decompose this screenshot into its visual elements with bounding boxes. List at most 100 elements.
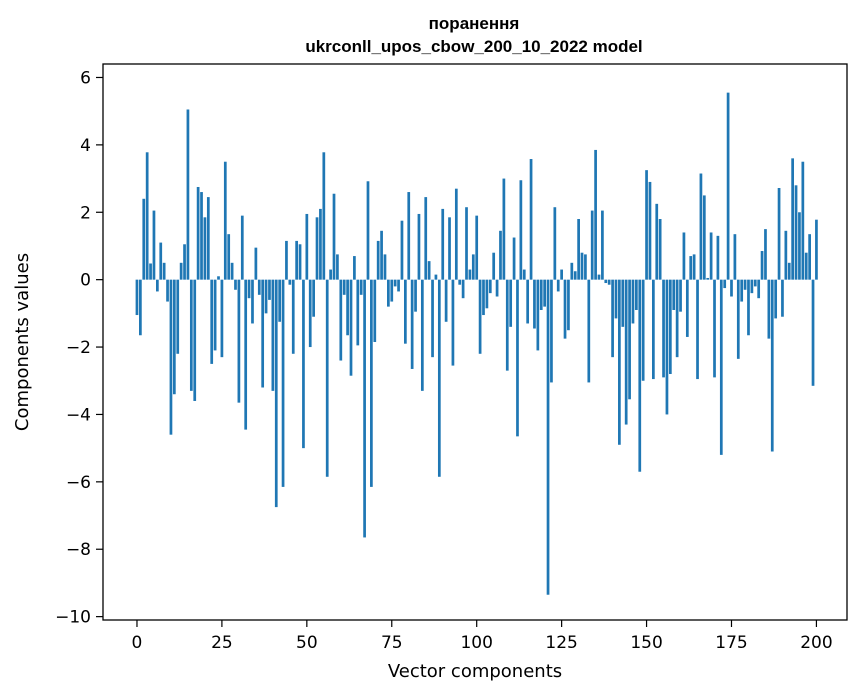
bar-20 [203, 217, 207, 280]
bar-181 [750, 279, 754, 294]
bar-121 [546, 279, 550, 595]
bar-70 [373, 279, 377, 342]
bar-72 [380, 230, 383, 280]
bar-22 [210, 279, 214, 364]
chart-subtitle: ukrconll_upos_cbow_200_10_2022 model [305, 37, 642, 56]
bar-82 [414, 279, 417, 312]
bar-143 [621, 279, 625, 327]
bar-141 [614, 279, 618, 319]
bar-192 [787, 262, 791, 280]
bar-166 [699, 173, 703, 280]
bar-87 [431, 279, 434, 358]
bar-179 [743, 279, 747, 290]
bar-9 [166, 279, 169, 302]
bar-106 [495, 279, 499, 297]
bar-114 [522, 269, 526, 280]
bar-112 [516, 279, 519, 437]
y-tick-label-8: 6 [80, 68, 91, 88]
bar-71 [376, 240, 380, 280]
bar-97 [465, 207, 468, 280]
bar-49 [302, 279, 305, 449]
bar-198 [808, 234, 811, 280]
y-tick-label-4: −2 [66, 338, 91, 358]
bar-185 [764, 229, 767, 280]
bar-33 [247, 279, 251, 299]
bar-100 [475, 215, 479, 280]
bar-91 [444, 279, 448, 322]
bar-32 [244, 279, 248, 430]
y-tick-label-3: −4 [66, 405, 91, 425]
bar-86 [427, 261, 431, 280]
bar-54 [319, 208, 322, 280]
bar-11 [172, 279, 176, 395]
bar-188 [774, 279, 778, 319]
bar-51 [308, 279, 312, 348]
y-tick-label-5: 0 [80, 271, 91, 291]
bar-108 [502, 178, 506, 280]
bar-12 [176, 279, 180, 354]
bar-191 [784, 230, 788, 280]
bar-69 [370, 279, 373, 487]
bar-113 [519, 180, 523, 280]
bar-29 [234, 279, 237, 290]
bar-131 [580, 252, 584, 280]
bar-83 [417, 213, 421, 280]
bar-190 [781, 279, 784, 317]
bar-68 [366, 181, 370, 280]
bar-155 [662, 279, 665, 378]
bar-21 [206, 197, 210, 280]
bar-1 [139, 279, 142, 336]
bar-160 [679, 279, 682, 312]
bar-180 [747, 279, 750, 336]
bar-89 [437, 279, 441, 477]
bar-109 [505, 279, 509, 371]
bar-124 [556, 279, 560, 292]
bar-168 [706, 277, 710, 280]
bar-53 [315, 217, 319, 280]
bar-174 [726, 92, 730, 280]
bar-183 [757, 279, 761, 299]
bar-169 [709, 232, 713, 280]
bar-176 [733, 234, 737, 280]
bar-80 [407, 192, 411, 280]
bar-59 [336, 254, 339, 280]
bar-178 [740, 279, 744, 302]
bar-67 [363, 279, 366, 538]
bar-13 [179, 262, 183, 280]
bar-172 [719, 279, 723, 455]
bar-55 [322, 152, 326, 280]
bar-153 [655, 203, 659, 280]
bar-194 [794, 185, 798, 280]
bar-2 [142, 198, 146, 280]
bar-98 [468, 269, 472, 280]
bar-77 [397, 279, 400, 292]
bar-0 [135, 279, 139, 316]
bar-148 [638, 279, 642, 472]
bar-84 [420, 279, 424, 391]
bar-57 [329, 269, 332, 280]
bar-76 [393, 279, 397, 287]
bar-126 [563, 279, 567, 339]
bar-25 [220, 279, 224, 358]
bar-65 [356, 279, 360, 346]
bar-96 [461, 279, 465, 299]
bar-7 [159, 242, 163, 280]
bar-189 [777, 188, 781, 280]
bar-200 [815, 219, 818, 280]
bar-161 [682, 232, 686, 280]
bar-15 [186, 109, 190, 280]
bar-81 [410, 279, 414, 369]
bar-61 [342, 279, 346, 295]
bar-157 [668, 279, 672, 375]
x-tick-label-7: 175 [715, 633, 747, 653]
bar-107 [499, 230, 502, 280]
bar-88 [434, 274, 438, 280]
bar-195 [798, 212, 801, 280]
bar-50 [305, 213, 309, 280]
x-tick-label-2: 50 [296, 633, 318, 653]
bar-147 [635, 279, 638, 310]
bar-23 [213, 279, 217, 351]
bar-182 [753, 279, 757, 287]
bar-167 [702, 195, 706, 280]
